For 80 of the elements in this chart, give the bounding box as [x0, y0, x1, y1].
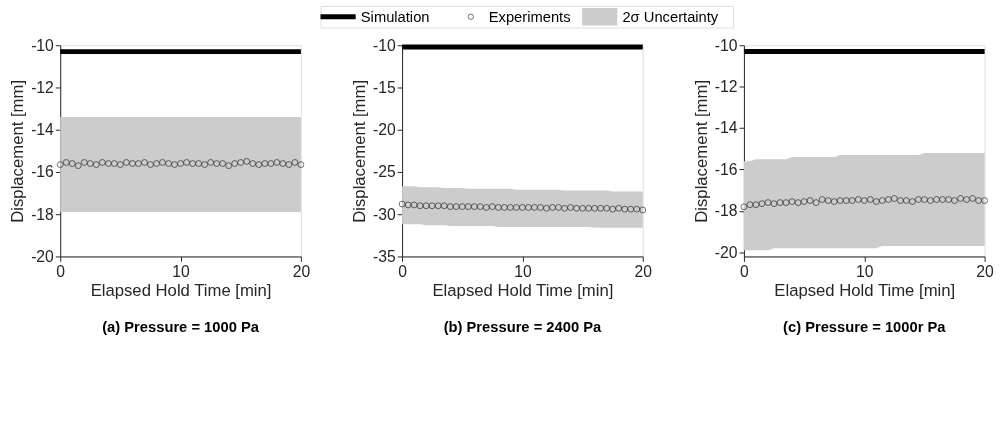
- point: [854, 196, 862, 203]
- text: 2σ Uncertainty: [622, 8, 719, 25]
- point: [812, 199, 820, 206]
- y-tick-label: -35: [372, 247, 396, 265]
- point: [981, 197, 988, 204]
- point: [927, 197, 934, 204]
- x-tick-label: 0: [398, 262, 408, 280]
- point: [939, 196, 946, 203]
- point: [915, 196, 922, 203]
- x-tick-label: 10: [172, 262, 191, 280]
- y-axis-title: Displacement [mm]: [8, 79, 28, 223]
- y-tick-label: -15: [372, 78, 396, 96]
- point: [933, 196, 940, 203]
- point: [878, 197, 886, 204]
- y-tick-label: -20: [714, 243, 738, 261]
- point: [860, 197, 868, 204]
- y-tick-label: -12: [714, 78, 738, 96]
- y-tick-label: -14: [714, 119, 738, 137]
- point: [752, 201, 760, 209]
- point: [897, 197, 904, 204]
- y-tick-label: -10: [31, 36, 55, 54]
- text: (b) Pressure = 2400 Pa: [443, 319, 602, 336]
- point: [885, 196, 892, 203]
- point: [945, 196, 952, 203]
- x-tick-label: 20: [292, 262, 311, 280]
- y-tick-label: -16: [714, 160, 738, 178]
- legend-label: Experiments: [488, 8, 571, 25]
- point: [830, 198, 838, 205]
- y-tick-label: -20: [372, 121, 396, 139]
- point: [758, 200, 766, 207]
- legend-label: Simulation: [360, 8, 430, 25]
- x-tick-label: 10: [856, 262, 874, 280]
- x-tick-label: 10: [514, 262, 532, 280]
- y-tick-label: -25: [372, 163, 396, 181]
- y-tick-label: -18: [31, 205, 55, 223]
- y-tick-label: -10: [714, 36, 738, 54]
- y-axis-title: Displacement [mm]: [350, 79, 370, 223]
- point: [740, 203, 748, 211]
- x-tick-label: 0: [740, 262, 750, 280]
- y-tick-label: -12: [31, 78, 54, 96]
- x-tick-label: 0: [56, 262, 66, 280]
- y-tick-label: -14: [31, 121, 55, 139]
- point: [818, 196, 826, 203]
- y-tick-label: -10: [372, 36, 396, 54]
- point: [866, 196, 874, 203]
- y-tick-label: -20: [31, 247, 55, 265]
- y-tick-label: -16: [31, 163, 55, 181]
- point: [957, 195, 964, 202]
- point: [770, 200, 778, 207]
- point: [842, 197, 850, 204]
- point: [776, 199, 784, 206]
- point: [806, 197, 814, 204]
- point: [782, 199, 790, 206]
- point: [963, 196, 970, 203]
- point: [824, 197, 832, 204]
- point: [921, 196, 928, 203]
- x-tick-label: 20: [634, 262, 653, 280]
- point: [794, 199, 802, 206]
- y-tick-label: -18: [714, 202, 738, 220]
- point: [746, 201, 754, 209]
- point: [764, 199, 772, 206]
- y-tick-label: -30: [372, 205, 396, 223]
- point: [975, 197, 982, 204]
- text: (c) Pressure = 1000r Pa: [783, 319, 947, 336]
- point: [800, 198, 808, 205]
- x-axis-title: Elapsed Hold Time [min]: [90, 281, 272, 301]
- y-axis-title: Displacement [mm]: [691, 79, 711, 223]
- point: [951, 197, 958, 204]
- point: [969, 195, 976, 202]
- x-tick-label: 20: [976, 262, 995, 280]
- x-axis-title: Elapsed Hold Time [min]: [432, 281, 614, 301]
- point: [848, 197, 856, 204]
- point: [872, 198, 880, 205]
- point: [891, 195, 898, 202]
- point: [788, 198, 796, 205]
- point: [836, 197, 844, 204]
- point: [903, 197, 910, 204]
- text: (a) Pressure = 1000 Pa: [102, 319, 260, 336]
- x-axis-title: Elapsed Hold Time [min]: [774, 281, 956, 301]
- point: [909, 198, 916, 205]
